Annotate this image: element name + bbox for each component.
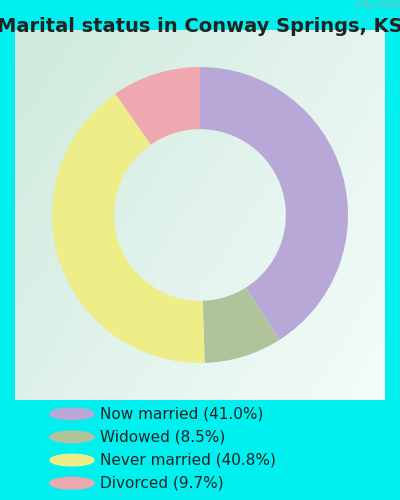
Wedge shape (200, 67, 348, 340)
Circle shape (50, 478, 94, 489)
Wedge shape (115, 67, 200, 144)
Text: Never married (40.8%): Never married (40.8%) (100, 452, 276, 468)
Circle shape (50, 431, 94, 443)
Wedge shape (203, 288, 279, 363)
Circle shape (50, 454, 94, 466)
Text: Divorced (9.7%): Divorced (9.7%) (100, 476, 224, 490)
Text: Marital status in Conway Springs, KS: Marital status in Conway Springs, KS (0, 18, 400, 36)
Text: Now married (41.0%): Now married (41.0%) (100, 406, 263, 422)
Circle shape (50, 408, 94, 420)
Text: Widowed (8.5%): Widowed (8.5%) (100, 430, 225, 444)
Text: City-Data.com: City-Data.com (355, 0, 400, 10)
Wedge shape (52, 94, 205, 363)
